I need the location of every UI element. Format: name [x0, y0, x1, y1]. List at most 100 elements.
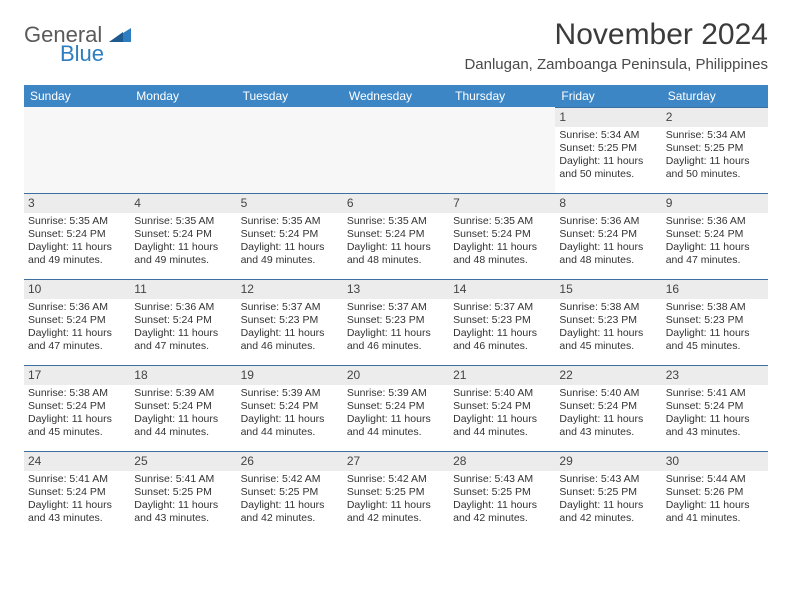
day-header-row: Sunday Monday Tuesday Wednesday Thursday… [24, 85, 768, 107]
day-content: Sunrise: 5:39 AMSunset: 5:24 PMDaylight:… [130, 385, 236, 444]
day-number: 6 [343, 193, 449, 213]
daylight-text: Daylight: 11 hours and 43 minutes. [134, 499, 232, 525]
sunset-text: Sunset: 5:24 PM [347, 228, 445, 241]
sunset-text: Sunset: 5:23 PM [347, 314, 445, 327]
daylight-text: Daylight: 11 hours and 50 minutes. [559, 155, 657, 181]
day-content: Sunrise: 5:35 AMSunset: 5:24 PMDaylight:… [449, 213, 555, 272]
day-number: 7 [449, 193, 555, 213]
header: General Blue November 2024 Danlugan, Zam… [24, 18, 768, 73]
day-cell: 19Sunrise: 5:39 AMSunset: 5:24 PMDayligh… [237, 365, 343, 451]
day-content: Sunrise: 5:34 AMSunset: 5:25 PMDaylight:… [662, 127, 768, 186]
empty-day-cell [130, 107, 236, 193]
daylight-text: Daylight: 11 hours and 44 minutes. [453, 413, 551, 439]
daylight-text: Daylight: 11 hours and 42 minutes. [559, 499, 657, 525]
day-number: 5 [237, 193, 343, 213]
sunrise-text: Sunrise: 5:35 AM [134, 215, 232, 228]
sunrise-text: Sunrise: 5:38 AM [666, 301, 764, 314]
day-number: 4 [130, 193, 236, 213]
day-content: Sunrise: 5:36 AMSunset: 5:24 PMDaylight:… [555, 213, 661, 272]
week-row: 3Sunrise: 5:35 AMSunset: 5:24 PMDaylight… [24, 193, 768, 279]
sunset-text: Sunset: 5:24 PM [28, 228, 126, 241]
day-number: 22 [555, 365, 661, 385]
sunrise-text: Sunrise: 5:36 AM [666, 215, 764, 228]
location-subtitle: Danlugan, Zamboanga Peninsula, Philippin… [464, 56, 768, 73]
daylight-text: Daylight: 11 hours and 50 minutes. [666, 155, 764, 181]
sunrise-text: Sunrise: 5:39 AM [347, 387, 445, 400]
sunset-text: Sunset: 5:25 PM [347, 486, 445, 499]
day-cell: 15Sunrise: 5:38 AMSunset: 5:23 PMDayligh… [555, 279, 661, 365]
day-content: Sunrise: 5:42 AMSunset: 5:25 PMDaylight:… [237, 471, 343, 530]
sunset-text: Sunset: 5:24 PM [28, 314, 126, 327]
sunset-text: Sunset: 5:25 PM [666, 142, 764, 155]
sunset-text: Sunset: 5:24 PM [28, 400, 126, 413]
daylight-text: Daylight: 11 hours and 46 minutes. [347, 327, 445, 353]
daylight-text: Daylight: 11 hours and 42 minutes. [453, 499, 551, 525]
day-header: Saturday [662, 85, 768, 107]
sunset-text: Sunset: 5:23 PM [453, 314, 551, 327]
day-header: Tuesday [237, 85, 343, 107]
day-content: Sunrise: 5:39 AMSunset: 5:24 PMDaylight:… [237, 385, 343, 444]
day-number: 25 [130, 451, 236, 471]
day-cell: 12Sunrise: 5:37 AMSunset: 5:23 PMDayligh… [237, 279, 343, 365]
daylight-text: Daylight: 11 hours and 45 minutes. [666, 327, 764, 353]
sunrise-text: Sunrise: 5:43 AM [453, 473, 551, 486]
day-content: Sunrise: 5:35 AMSunset: 5:24 PMDaylight:… [24, 213, 130, 272]
week-row: 17Sunrise: 5:38 AMSunset: 5:24 PMDayligh… [24, 365, 768, 451]
title-area: November 2024 Danlugan, Zamboanga Penins… [464, 18, 768, 73]
day-content: Sunrise: 5:36 AMSunset: 5:24 PMDaylight:… [24, 299, 130, 358]
sunset-text: Sunset: 5:25 PM [559, 142, 657, 155]
daylight-text: Daylight: 11 hours and 47 minutes. [134, 327, 232, 353]
daylight-text: Daylight: 11 hours and 46 minutes. [453, 327, 551, 353]
empty-day-cell [237, 107, 343, 193]
day-number: 11 [130, 279, 236, 299]
week-row: 24Sunrise: 5:41 AMSunset: 5:24 PMDayligh… [24, 451, 768, 537]
weeks-container: 1Sunrise: 5:34 AMSunset: 5:25 PMDaylight… [24, 107, 768, 537]
day-cell: 1Sunrise: 5:34 AMSunset: 5:25 PMDaylight… [555, 107, 661, 193]
empty-day-cell [449, 107, 555, 193]
day-number: 2 [662, 107, 768, 127]
day-content: Sunrise: 5:38 AMSunset: 5:23 PMDaylight:… [555, 299, 661, 358]
sunrise-text: Sunrise: 5:42 AM [347, 473, 445, 486]
day-content: Sunrise: 5:40 AMSunset: 5:24 PMDaylight:… [555, 385, 661, 444]
daylight-text: Daylight: 11 hours and 43 minutes. [28, 499, 126, 525]
day-number: 3 [24, 193, 130, 213]
sunrise-text: Sunrise: 5:37 AM [347, 301, 445, 314]
daylight-text: Daylight: 11 hours and 44 minutes. [134, 413, 232, 439]
daylight-text: Daylight: 11 hours and 43 minutes. [666, 413, 764, 439]
day-content: Sunrise: 5:35 AMSunset: 5:24 PMDaylight:… [130, 213, 236, 272]
sunrise-text: Sunrise: 5:35 AM [347, 215, 445, 228]
daylight-text: Daylight: 11 hours and 44 minutes. [241, 413, 339, 439]
daylight-text: Daylight: 11 hours and 48 minutes. [347, 241, 445, 267]
daylight-text: Daylight: 11 hours and 49 minutes. [241, 241, 339, 267]
day-content: Sunrise: 5:41 AMSunset: 5:24 PMDaylight:… [662, 385, 768, 444]
daylight-text: Daylight: 11 hours and 46 minutes. [241, 327, 339, 353]
day-content: Sunrise: 5:37 AMSunset: 5:23 PMDaylight:… [237, 299, 343, 358]
day-cell: 3Sunrise: 5:35 AMSunset: 5:24 PMDaylight… [24, 193, 130, 279]
daylight-text: Daylight: 11 hours and 42 minutes. [347, 499, 445, 525]
sunset-text: Sunset: 5:25 PM [453, 486, 551, 499]
sunrise-text: Sunrise: 5:35 AM [241, 215, 339, 228]
day-number: 28 [449, 451, 555, 471]
day-cell: 6Sunrise: 5:35 AMSunset: 5:24 PMDaylight… [343, 193, 449, 279]
daylight-text: Daylight: 11 hours and 49 minutes. [28, 241, 126, 267]
day-cell: 4Sunrise: 5:35 AMSunset: 5:24 PMDaylight… [130, 193, 236, 279]
sunset-text: Sunset: 5:24 PM [347, 400, 445, 413]
daylight-text: Daylight: 11 hours and 45 minutes. [28, 413, 126, 439]
sunrise-text: Sunrise: 5:36 AM [134, 301, 232, 314]
sunrise-text: Sunrise: 5:37 AM [453, 301, 551, 314]
day-content: Sunrise: 5:44 AMSunset: 5:26 PMDaylight:… [662, 471, 768, 530]
empty-day-cell [24, 107, 130, 193]
day-header: Thursday [449, 85, 555, 107]
sunset-text: Sunset: 5:24 PM [666, 228, 764, 241]
day-content: Sunrise: 5:35 AMSunset: 5:24 PMDaylight:… [237, 213, 343, 272]
daylight-text: Daylight: 11 hours and 49 minutes. [134, 241, 232, 267]
day-content: Sunrise: 5:35 AMSunset: 5:24 PMDaylight:… [343, 213, 449, 272]
sunrise-text: Sunrise: 5:41 AM [28, 473, 126, 486]
sunset-text: Sunset: 5:23 PM [241, 314, 339, 327]
sunrise-text: Sunrise: 5:40 AM [453, 387, 551, 400]
day-header: Friday [555, 85, 661, 107]
day-cell: 7Sunrise: 5:35 AMSunset: 5:24 PMDaylight… [449, 193, 555, 279]
day-cell: 17Sunrise: 5:38 AMSunset: 5:24 PMDayligh… [24, 365, 130, 451]
day-cell: 5Sunrise: 5:35 AMSunset: 5:24 PMDaylight… [237, 193, 343, 279]
day-content: Sunrise: 5:42 AMSunset: 5:25 PMDaylight:… [343, 471, 449, 530]
